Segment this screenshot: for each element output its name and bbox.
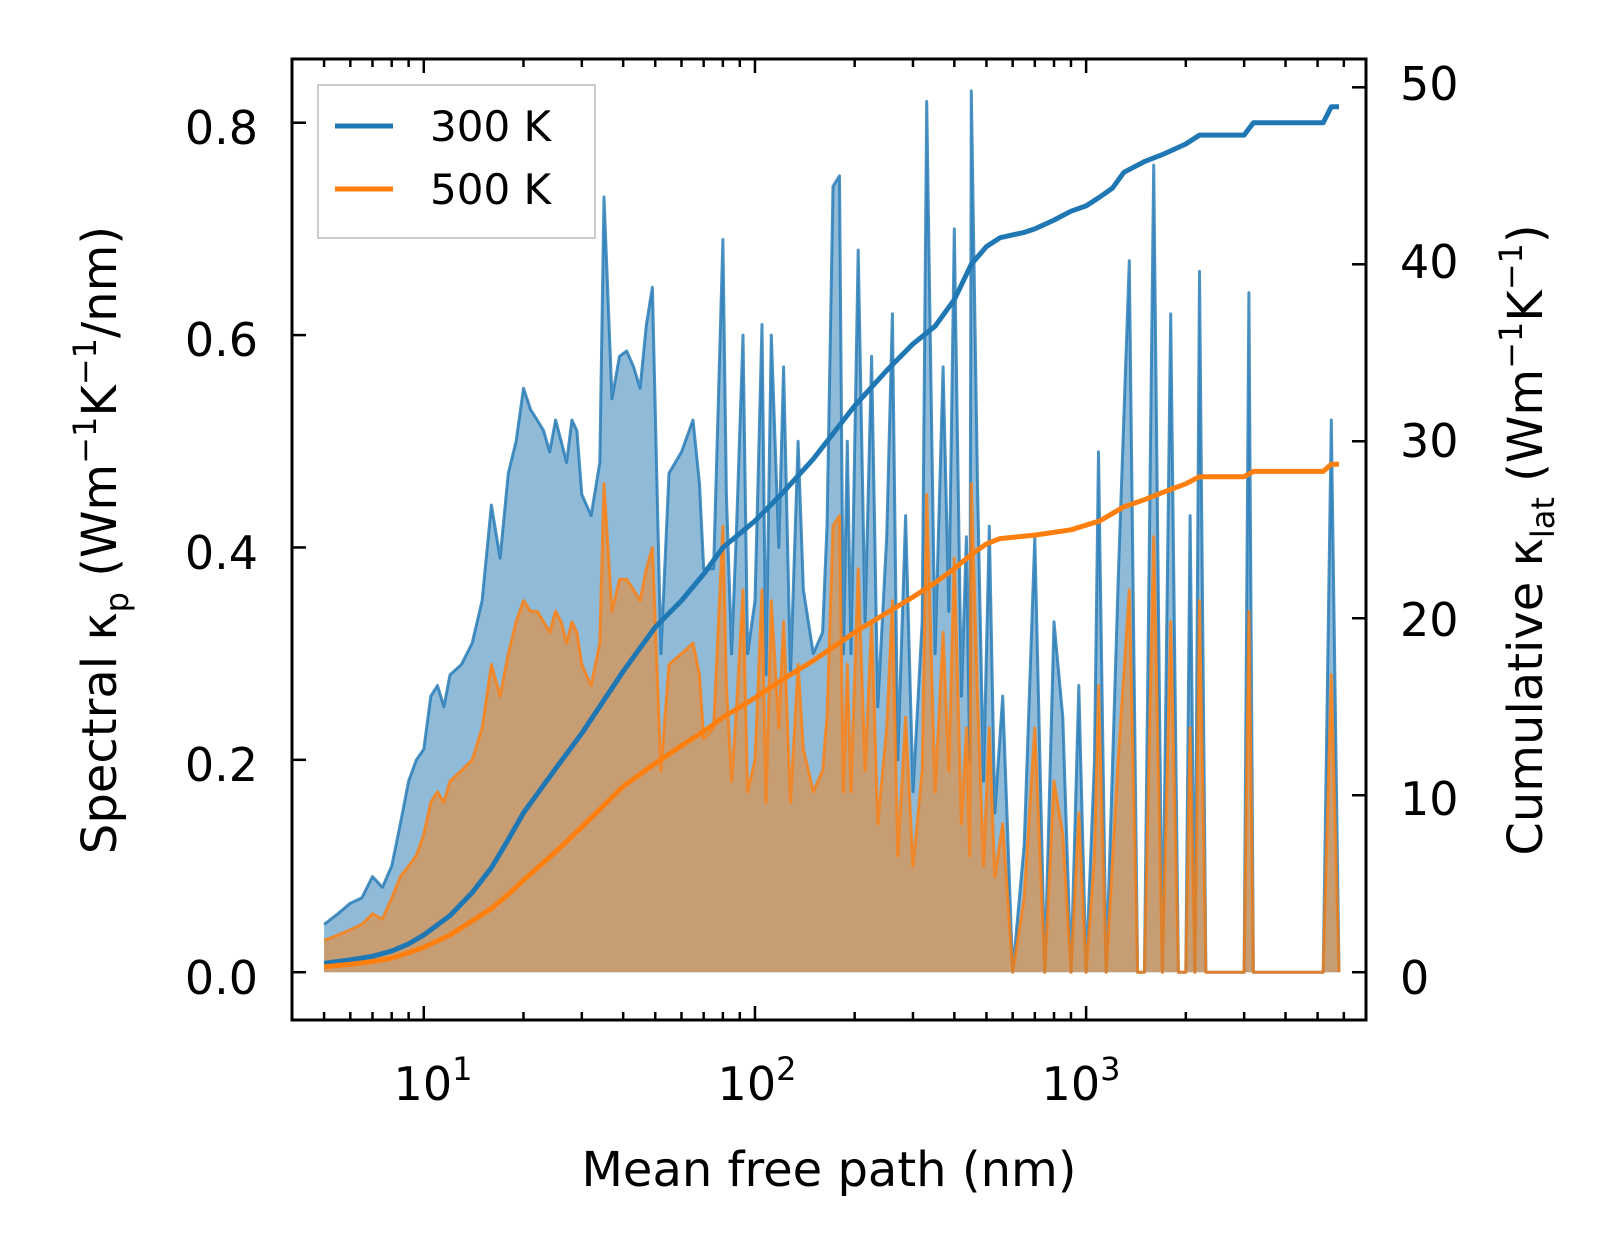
- y-right-tick-label: 20: [1400, 593, 1459, 647]
- cumulative-line-500k: [323, 461, 1339, 970]
- spectral-line-500k: [323, 482, 1341, 974]
- x-tick-label: 103: [1042, 1050, 1121, 1111]
- y-left-tick-label: 0.2: [185, 738, 258, 792]
- legend-frame: [317, 84, 596, 239]
- plot-area: [323, 89, 1341, 974]
- y-right-axis-title: Cumulative κlat (Wm−1K−1): [1492, 224, 1562, 855]
- cumulative-line-300k: [323, 104, 1339, 966]
- legend-label-300k: 300 K: [430, 102, 553, 151]
- y-right-tick-label: 0: [1400, 951, 1429, 1005]
- axes-frame: [290, 57, 1368, 1022]
- y-left-tick-label: 0.8: [185, 101, 258, 155]
- axis-ticks: [290, 59, 1368, 1020]
- y-left-axis-title: Spectral κp (Wm−1K−1/nm): [66, 226, 136, 854]
- x-tick-label: 102: [718, 1050, 797, 1111]
- legend-label-500k: 500 K: [430, 165, 553, 214]
- spectral-line-300k: [323, 89, 1341, 974]
- x-tick-label: 101: [394, 1050, 473, 1111]
- y-left-tick-label: 0.0: [185, 951, 258, 1005]
- legend: 300 K 500 K: [317, 84, 596, 239]
- y-left-tick-label: 0.4: [185, 526, 258, 580]
- y-right-tick-label: 30: [1400, 414, 1459, 468]
- y-right-tick-label: 10: [1400, 772, 1459, 826]
- y-right-tick-label: 50: [1400, 57, 1459, 111]
- spectral-area-500k: [324, 483, 1340, 973]
- x-axis-title: Mean free path (nm): [582, 1142, 1077, 1198]
- y-right-tick-label: 40: [1400, 235, 1459, 289]
- y-left-tick-label: 0.6: [185, 313, 258, 367]
